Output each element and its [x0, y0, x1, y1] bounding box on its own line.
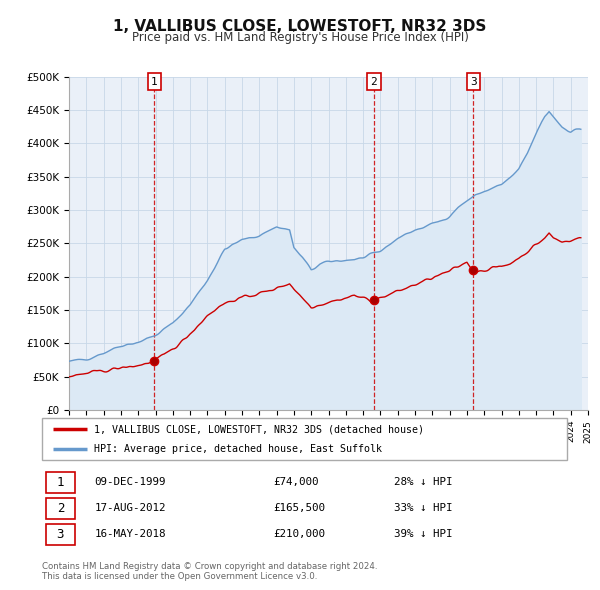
Text: £210,000: £210,000: [273, 529, 325, 539]
Text: Contains HM Land Registry data © Crown copyright and database right 2024.: Contains HM Land Registry data © Crown c…: [42, 562, 377, 571]
Text: 2: 2: [371, 77, 377, 87]
Text: 33% ↓ HPI: 33% ↓ HPI: [394, 503, 452, 513]
Text: 1, VALLIBUS CLOSE, LOWESTOFT, NR32 3DS (detached house): 1, VALLIBUS CLOSE, LOWESTOFT, NR32 3DS (…: [95, 424, 425, 434]
Text: 09-DEC-1999: 09-DEC-1999: [95, 477, 166, 487]
FancyBboxPatch shape: [46, 472, 75, 493]
FancyBboxPatch shape: [46, 524, 75, 545]
Text: 1: 1: [151, 77, 158, 87]
Text: 17-AUG-2012: 17-AUG-2012: [95, 503, 166, 513]
Text: £165,500: £165,500: [273, 503, 325, 513]
Text: 2: 2: [56, 502, 64, 515]
Text: 3: 3: [56, 528, 64, 541]
Text: Price paid vs. HM Land Registry's House Price Index (HPI): Price paid vs. HM Land Registry's House …: [131, 31, 469, 44]
Text: 3: 3: [470, 77, 476, 87]
Text: 1, VALLIBUS CLOSE, LOWESTOFT, NR32 3DS: 1, VALLIBUS CLOSE, LOWESTOFT, NR32 3DS: [113, 19, 487, 34]
FancyBboxPatch shape: [42, 418, 567, 460]
Text: 1: 1: [56, 476, 64, 489]
Text: This data is licensed under the Open Government Licence v3.0.: This data is licensed under the Open Gov…: [42, 572, 317, 581]
Text: 28% ↓ HPI: 28% ↓ HPI: [394, 477, 452, 487]
Text: 16-MAY-2018: 16-MAY-2018: [95, 529, 166, 539]
Text: HPI: Average price, detached house, East Suffolk: HPI: Average price, detached house, East…: [95, 444, 383, 454]
Text: £74,000: £74,000: [273, 477, 319, 487]
Text: 39% ↓ HPI: 39% ↓ HPI: [394, 529, 452, 539]
FancyBboxPatch shape: [46, 498, 75, 519]
